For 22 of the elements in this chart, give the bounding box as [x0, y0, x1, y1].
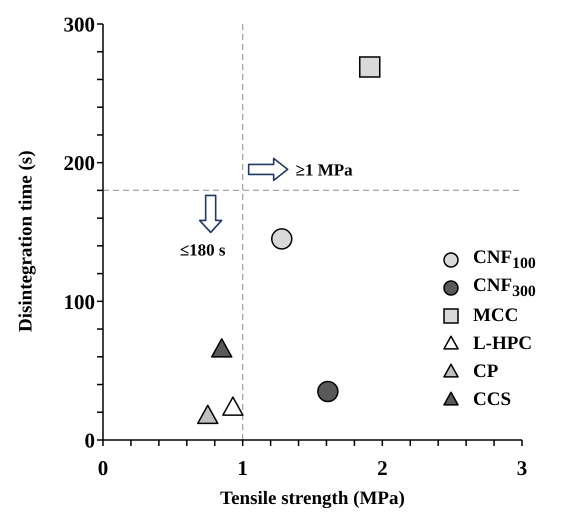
legend-label: CNF$_{300}$ [473, 275, 536, 301]
point [222, 396, 244, 416]
point [210, 338, 232, 358]
x-tick-label: 3 [516, 456, 528, 480]
y-tick-label: 200 [64, 151, 95, 176]
point [197, 404, 218, 424]
legend-label: CP [473, 361, 498, 383]
legend-label: MCC [473, 305, 518, 327]
legend-label: CNF$_{100}$ [473, 247, 536, 273]
annotation: ≤180 s [180, 240, 226, 260]
annotation: ≥1 MPa [296, 160, 354, 180]
y-tick-label: 0 [84, 428, 95, 452]
legend-label: CCS [473, 389, 512, 411]
point [271, 228, 293, 250]
x-tick-label: 1 [237, 456, 248, 480]
x-tick-label: 2 [377, 456, 388, 480]
legend-label: L-HPC [473, 333, 532, 355]
y-tick-label: 100 [64, 290, 95, 314]
point [359, 56, 381, 78]
x-axis-title: Tensile strength (MPa) [220, 488, 405, 509]
y-tick-label: 300 [64, 12, 95, 36]
y-axis-title: Disintegration time (s) [16, 150, 37, 332]
